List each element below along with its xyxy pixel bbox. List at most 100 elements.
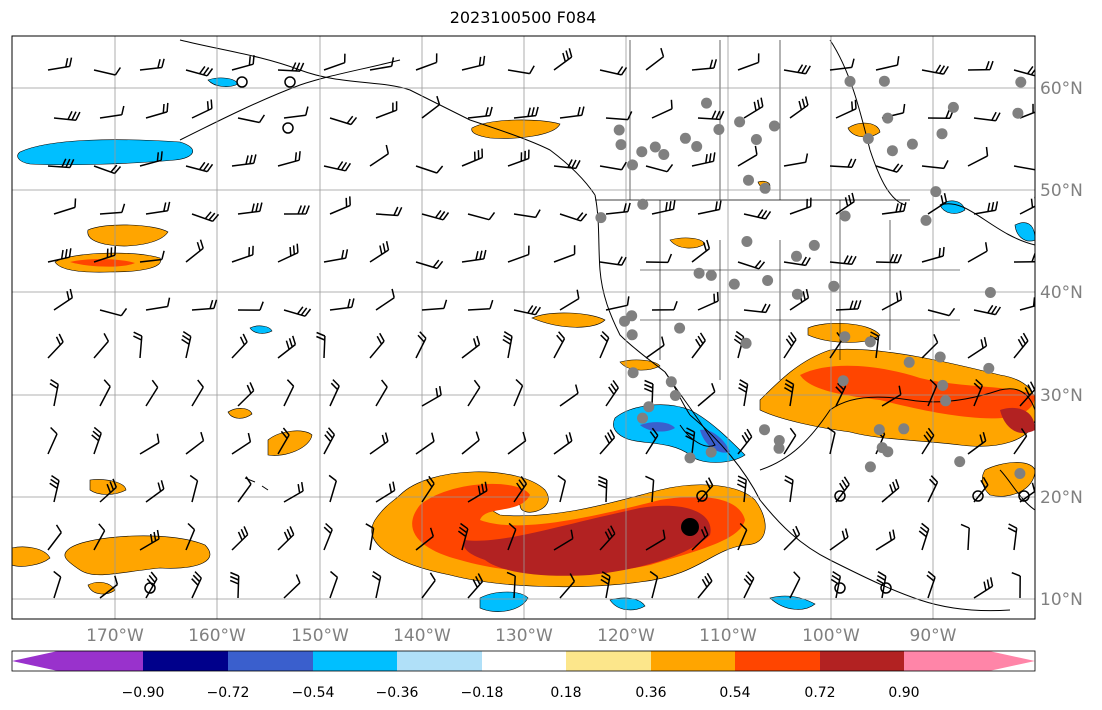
wind-barb-icon [736, 475, 747, 503]
wind-barb-icon [691, 239, 711, 263]
wind-barb-icon [369, 144, 390, 167]
wind-barb-icon [743, 571, 755, 599]
station-dot [984, 287, 996, 298]
wind-barb-icon [467, 299, 494, 311]
station-dot [627, 367, 639, 379]
wind-barb-icon [649, 570, 659, 599]
wind-barb-icon [1013, 165, 1035, 171]
station-dot [920, 214, 932, 226]
wind-barb-icon [371, 570, 382, 599]
wind-barb-icon [599, 66, 628, 76]
wind-barbs [47, 47, 1035, 599]
wind-barb-icon [145, 297, 171, 311]
wind-barb-icon [328, 474, 338, 503]
lat-label: 20°N [1040, 488, 1083, 508]
wind-barb-icon [553, 245, 576, 263]
wind-barb-icon [323, 53, 346, 71]
wind-barb-icon [743, 209, 772, 220]
wind-barb-icon [421, 299, 448, 311]
wind-barb-icon [743, 97, 764, 119]
wind-barb-icon [277, 62, 305, 72]
wind-barb-icon [139, 250, 165, 263]
latitude-labels: 60°N 50°N 40°N 30°N 20°N 10°N [1040, 79, 1083, 610]
wind-barb-icon [513, 475, 528, 503]
colorbar-border [11, 650, 1036, 672]
wind-barb-icon [277, 526, 295, 551]
wind-barb-icon [415, 259, 444, 270]
station-dot [701, 97, 712, 109]
wind-barb-icon [973, 201, 999, 215]
station-dot [882, 112, 894, 124]
wind-barb-icon [789, 96, 809, 119]
wind-barb-icon [467, 573, 484, 599]
wind-barb-icon [49, 474, 60, 503]
wind-barb-icon [93, 67, 122, 76]
wind-barb-icon [277, 243, 299, 263]
wind-barb-icon [553, 48, 573, 71]
station-dot [750, 134, 762, 145]
wind-barb-icon [697, 477, 714, 503]
wind-barb-icon [323, 249, 349, 263]
wind-barb-icon [697, 383, 716, 407]
wind-barb-icon [783, 525, 801, 551]
wind-barb-icon [921, 427, 935, 455]
station-dot [665, 376, 677, 388]
wind-barb-icon [145, 571, 158, 599]
wind-barb-icon [918, 522, 930, 551]
wind-barb-icon [237, 476, 252, 503]
wind-barb-icon [685, 427, 696, 455]
wind-barb-icon [973, 378, 983, 407]
station-dot [705, 269, 717, 281]
wind-barb-icon [323, 161, 352, 172]
wind-barb-icon [881, 479, 900, 503]
wind-barb-icon [784, 379, 795, 407]
lon-label: 110°W [699, 626, 757, 646]
wind-barb-icon [605, 111, 633, 121]
station-dot [864, 336, 876, 348]
wind-barb-icon [93, 523, 106, 551]
wind-barb-icon [645, 336, 665, 359]
station-dot [649, 141, 661, 153]
wind-barb-icon [375, 101, 398, 119]
wind-barb-icon [927, 193, 948, 215]
station-dot [691, 141, 703, 152]
wind-barb-icon [467, 379, 481, 407]
wind-barb-icon [139, 433, 160, 455]
wind-barb-icon [835, 192, 855, 215]
wind-barb-icon [283, 574, 301, 599]
wind-barb-icon [513, 209, 541, 219]
wind-barb-icon [329, 298, 355, 311]
wind-barb-icon [697, 572, 713, 599]
wind-barb-icon [421, 572, 436, 599]
station-dot [936, 128, 948, 140]
wind-barb-icon [651, 300, 678, 311]
wind-barb-icon [651, 99, 673, 119]
wind-barb-icon [973, 304, 1002, 316]
graticule [12, 36, 1035, 619]
station-dot [762, 275, 774, 286]
station-dot [791, 288, 803, 300]
station-circle-icon [284, 76, 296, 88]
wind-barb-icon [1019, 103, 1035, 119]
wind-barb-icon [830, 570, 842, 599]
wind-barb-icon [415, 165, 444, 174]
wind-barb-icon [283, 379, 295, 407]
station-circle-icon [972, 490, 984, 502]
station-dot [930, 186, 942, 198]
wind-barb-icon [605, 296, 630, 311]
wind-barb-icon [875, 163, 904, 173]
wind-barb-icon [876, 571, 887, 599]
wind-barb-icon [231, 245, 254, 263]
station-dot [684, 452, 696, 464]
wind-barb-icon [229, 571, 240, 599]
wind-barb-icon [47, 524, 62, 551]
wind-barb-icon [231, 333, 248, 359]
wind-barb-icon [783, 331, 797, 359]
wind-barb-icon [829, 58, 855, 71]
station-dot [954, 456, 966, 468]
station-dot [773, 435, 785, 446]
station-dot [864, 461, 876, 473]
wind-barb-icon [507, 149, 530, 167]
wind-barb-icon [599, 429, 616, 455]
wind-barb-icon [237, 114, 266, 124]
